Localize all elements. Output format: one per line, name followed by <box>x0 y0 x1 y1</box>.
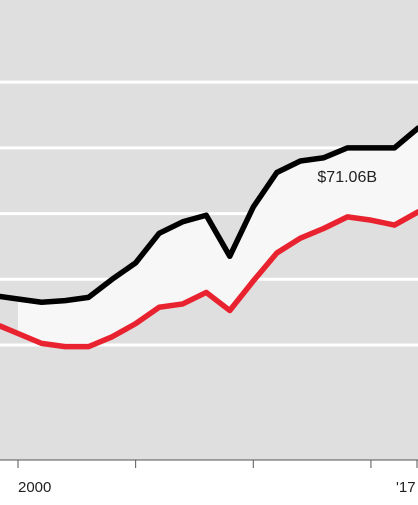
series-line-0 <box>0 125 418 306</box>
series-line-1 <box>0 209 418 350</box>
annotations: $71.06B <box>317 169 377 186</box>
x-tick-labels: 2000 '17 <box>18 479 416 496</box>
x-tick-label-first: 2000 <box>18 479 51 496</box>
x-tick-label-last: '17 <box>396 479 416 496</box>
annotation-0: $71.06B <box>317 169 377 186</box>
x-ticks <box>17 460 418 468</box>
series-lines <box>0 125 418 350</box>
